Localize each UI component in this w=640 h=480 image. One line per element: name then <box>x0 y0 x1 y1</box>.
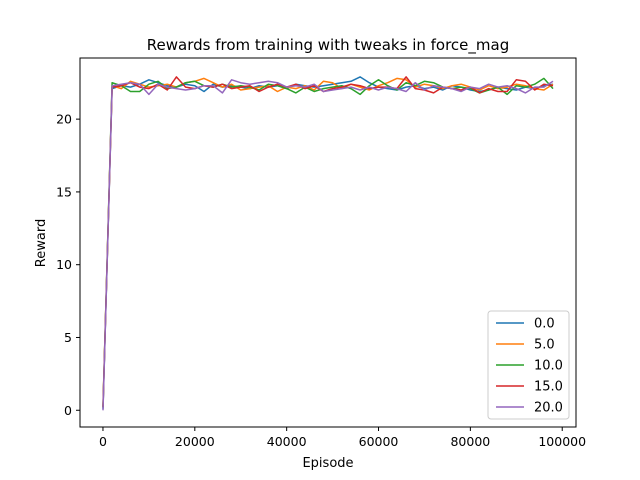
y-axis-ticks: 0 5 10 15 20 <box>56 112 80 418</box>
legend-label: 15.0 <box>534 380 563 395</box>
plot-frame <box>79 57 577 428</box>
y-tick-label: 5 <box>64 330 72 345</box>
chart-title: Rewards from training with tweaks in for… <box>147 36 509 55</box>
legend-label: 0.0 <box>534 317 555 332</box>
x-tick-label: 80000 <box>450 434 490 449</box>
y-axis-title: Reward <box>34 219 49 267</box>
legend-label: 20.0 <box>534 401 563 416</box>
legend-label: 5.0 <box>534 338 555 353</box>
x-tick-label: 40000 <box>267 434 307 449</box>
x-tick-label: 100000 <box>538 434 586 449</box>
x-axis-title: Episode <box>302 456 353 471</box>
x-tick-label: 0 <box>99 434 107 449</box>
x-axis-ticks: 0 20000 40000 60000 80000 100000 <box>99 427 586 449</box>
legend: 0.0 5.0 10.0 15.0 20.0 <box>487 310 570 420</box>
series-line-4 <box>102 79 554 411</box>
y-tick-label: 0 <box>64 403 72 418</box>
y-tick-label: 15 <box>56 184 72 199</box>
y-tick-label: 20 <box>56 112 72 127</box>
series-lines <box>102 76 554 411</box>
y-tick-label: 10 <box>56 257 72 272</box>
x-tick-label: 20000 <box>175 434 215 449</box>
legend-box <box>487 310 570 420</box>
x-tick-label: 60000 <box>359 434 399 449</box>
legend-items: 0.0 5.0 10.0 15.0 20.0 <box>496 317 563 416</box>
legend-label: 10.0 <box>534 359 563 374</box>
